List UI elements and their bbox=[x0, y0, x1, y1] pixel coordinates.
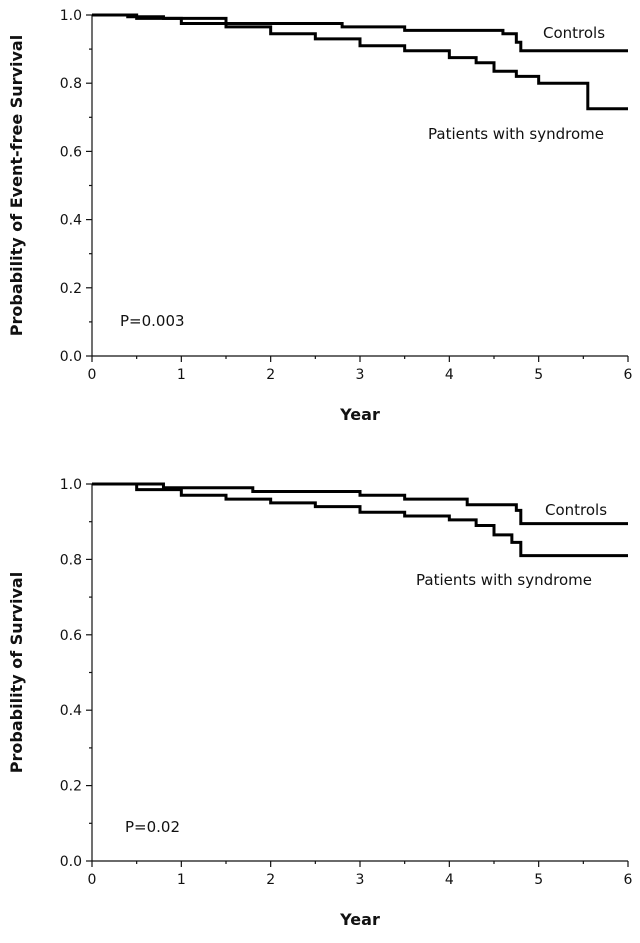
x-tick-label: 3 bbox=[356, 367, 365, 383]
series-line-patients bbox=[92, 13, 628, 111]
series-line-controls bbox=[92, 482, 628, 526]
x-tick-label: 1 bbox=[177, 367, 186, 383]
series-label: Controls bbox=[545, 501, 607, 519]
x-axis-title: Year bbox=[339, 910, 380, 929]
y-tick-label: 0.2 bbox=[60, 281, 82, 297]
x-tick-label: 4 bbox=[445, 367, 454, 383]
y-tick-label: 0.6 bbox=[60, 144, 82, 160]
x-tick-label: 5 bbox=[534, 367, 543, 383]
x-tick-label: 1 bbox=[177, 872, 186, 888]
y-tick-label: 0.2 bbox=[60, 779, 82, 795]
y-tick-label: 1.0 bbox=[60, 8, 82, 24]
p-value-label: P=0.003 bbox=[120, 312, 185, 330]
y-tick-label: 0.4 bbox=[60, 703, 82, 719]
x-tick-label: 0 bbox=[88, 367, 97, 383]
overall-survival-panel: 0.0 0.2 0.4 0.6 0.8 1.0 0 1 2 3 4 5 6 Probability of … bbox=[7, 477, 633, 929]
event-free-survival-panel: 0.0 0.2 0.4 0.6 0.8 1.0 0 1 2 3 4 5 6 Probability of … bbox=[7, 8, 633, 424]
series-label: Patients with syndrome bbox=[416, 571, 592, 589]
series-line-controls bbox=[92, 13, 628, 53]
y-tick-label: 0.8 bbox=[60, 552, 82, 568]
y-tick-label: 0.0 bbox=[60, 854, 82, 870]
y-tick-label: 0.6 bbox=[60, 628, 82, 644]
y-tick-label: 0.8 bbox=[60, 76, 82, 92]
y-axis-title: Probability of Survival bbox=[7, 572, 26, 773]
x-tick-label: 3 bbox=[356, 872, 365, 888]
x-tick-label: 6 bbox=[624, 367, 633, 383]
series-label: Patients with syndrome bbox=[428, 125, 604, 143]
x-tick-label: 0 bbox=[88, 872, 97, 888]
x-tick-label: 2 bbox=[266, 872, 275, 888]
y-tick-label: 0.4 bbox=[60, 213, 82, 229]
x-tick-label: 4 bbox=[445, 872, 454, 888]
x-tick-label: 5 bbox=[534, 872, 543, 888]
series-label: Controls bbox=[543, 24, 605, 42]
y-tick-label: 0.0 bbox=[60, 349, 82, 365]
y-axis-title: Probability of Event-free Survival bbox=[7, 35, 26, 336]
x-tick-label: 6 bbox=[624, 872, 633, 888]
x-axis-title: Year bbox=[339, 405, 380, 424]
p-value-label: P=0.02 bbox=[125, 818, 180, 836]
series-line-patients bbox=[92, 482, 628, 558]
y-tick-label: 1.0 bbox=[60, 477, 82, 493]
x-tick-label: 2 bbox=[266, 367, 275, 383]
